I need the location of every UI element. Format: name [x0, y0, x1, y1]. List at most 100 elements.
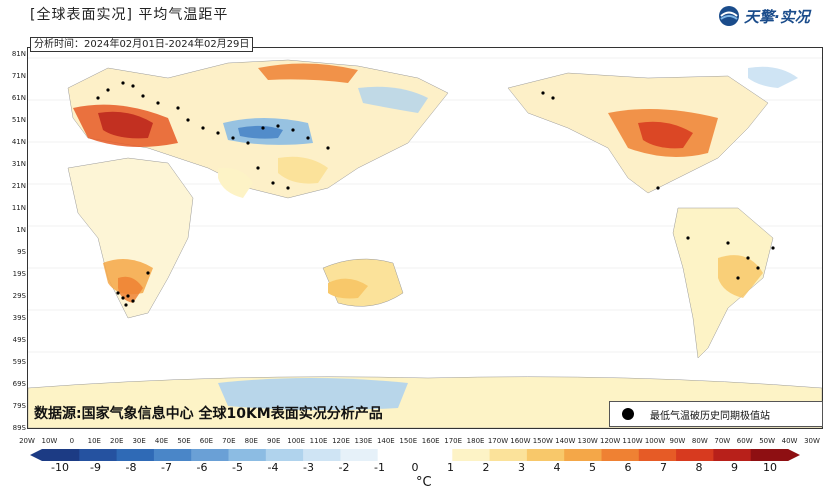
colorbar-tick-label: -6 — [196, 461, 208, 474]
lon-label: 180E — [466, 437, 485, 445]
colorbar-tick-label: -10 — [51, 461, 69, 474]
lat-label: 51N — [11, 116, 26, 124]
colorbar-tick-label: -8 — [125, 461, 137, 474]
anomaly-map — [28, 48, 822, 428]
lon-label: 140E — [376, 437, 395, 445]
colorbar-segment — [638, 449, 677, 461]
lat-label: 81N — [11, 50, 26, 58]
lon-label: 110E — [309, 437, 328, 445]
colorbar-segment — [265, 449, 304, 461]
lon-label: 0 — [69, 437, 75, 445]
map — [27, 47, 823, 429]
record-low-marker-icon — [622, 408, 634, 420]
lat-label: 11N — [11, 204, 26, 212]
lon-label: 160W — [510, 437, 531, 445]
lat-label: 71N — [11, 72, 26, 80]
lon-label: 40W — [781, 437, 798, 445]
lon-label: 60W — [736, 437, 753, 445]
lat-label: 19S — [12, 270, 26, 278]
colorbar-tick-label: -5 — [232, 461, 243, 474]
north-america — [507, 66, 798, 194]
colorbar-tick-label: 0 — [411, 461, 419, 474]
colorbar-segment — [303, 449, 341, 461]
colorbar-tick-label: 5 — [589, 461, 596, 474]
colorbar-tick-label: 1 — [447, 461, 454, 474]
australia — [322, 258, 404, 307]
lat-label: 41N — [11, 138, 26, 146]
colorbar-tick-label: 8 — [695, 461, 703, 474]
lat-label: 69S — [12, 380, 26, 388]
colorbar-tick-label: -2 — [338, 461, 350, 474]
colorbar-tick-label: 3 — [518, 461, 525, 474]
lon-label: 50E — [177, 437, 191, 445]
colorbar — [30, 449, 800, 461]
lon-label: 110W — [622, 437, 643, 445]
logo-icon — [719, 6, 739, 26]
colorbar-tick-label: 9 — [731, 461, 738, 474]
lat-label: 31N — [11, 160, 26, 168]
lon-label: 130W — [577, 437, 598, 445]
lon-label: 130E — [354, 437, 373, 445]
colorbar-segment — [564, 449, 602, 461]
colorbar-segment — [489, 449, 528, 461]
lon-label: 100W — [644, 437, 666, 445]
colorbar-tick-label: 7 — [660, 461, 667, 474]
map-legend: 最低气温破历史同期极值站 — [609, 401, 823, 427]
lat-label: 21N — [11, 182, 26, 190]
colorbar-tick-label: 2 — [482, 461, 490, 474]
lon-label: 30E — [132, 437, 146, 445]
colorbar-segment — [42, 449, 80, 461]
colorbar-segment — [340, 449, 379, 461]
colorbar-segment — [415, 449, 453, 461]
lon-label: 90E — [267, 437, 281, 445]
colorbar-segment — [228, 449, 267, 461]
lat-label: 79S — [12, 402, 26, 410]
colorbar-segment — [452, 449, 491, 461]
colorbar-max-arrow — [788, 449, 800, 461]
lon-label: 80W — [691, 437, 708, 445]
lat-label: 59S — [12, 358, 26, 366]
south-america — [672, 207, 774, 359]
colorbar-tick-label: 4 — [553, 461, 561, 474]
colorbar-segment — [153, 449, 192, 461]
colorbar-segment — [676, 449, 714, 461]
lon-label: 140W — [555, 437, 576, 445]
logo: 天擎·实况 — [718, 5, 810, 27]
logo-text: 天擎·实况 — [744, 7, 810, 26]
legend-label: 最低气温破历史同期极值站 — [650, 410, 770, 422]
data-source: 数据源:国家气象信息中心 全球10KM表面实况分析产品 — [34, 406, 383, 422]
lon-label: 20E — [110, 437, 124, 445]
colorbar-unit: °C — [416, 475, 432, 490]
lon-label: 120W — [599, 437, 621, 445]
lon-label: 170E — [444, 437, 463, 445]
colorbar-tick-label: -9 — [90, 461, 101, 474]
lon-label: 10E — [87, 437, 101, 445]
lon-label: 170W — [487, 437, 509, 445]
lat-label: 9S — [17, 248, 26, 256]
lat-label: 61N — [11, 94, 26, 102]
lon-label: 150E — [399, 437, 418, 445]
lat-label: 89S — [12, 424, 26, 432]
lon-label: 150W — [532, 437, 553, 445]
colorbar-segment — [79, 449, 118, 461]
lat-label: 39S — [12, 314, 26, 322]
colorbar-segment — [116, 449, 155, 461]
lon-label: 70W — [714, 437, 731, 445]
lat-label: 29S — [12, 292, 26, 300]
lon-label: 60E — [199, 437, 214, 445]
lon-label: 10W — [41, 437, 58, 445]
colorbar-min-arrow — [30, 449, 42, 461]
lon-label: 30W — [804, 437, 820, 445]
page-title: [全球表面实况] 平均气温距平 — [30, 7, 229, 23]
lon-label: 120E — [332, 437, 350, 445]
analysis-period: 分析时间：2024年02月01日-2024年02月29日 — [30, 37, 254, 52]
colorbar-tick-label: -3 — [303, 461, 314, 474]
colorbar-tick-label: 6 — [624, 461, 632, 474]
lon-label: 100E — [287, 437, 306, 445]
lon-label: 90W — [669, 437, 686, 445]
colorbar-tick-label: -1 — [374, 461, 385, 474]
colorbar-tick-label: -7 — [161, 461, 172, 474]
lat-label: 49S — [12, 336, 26, 344]
colorbar-segment — [601, 449, 640, 461]
colorbar-tick-label: 10 — [763, 461, 777, 474]
